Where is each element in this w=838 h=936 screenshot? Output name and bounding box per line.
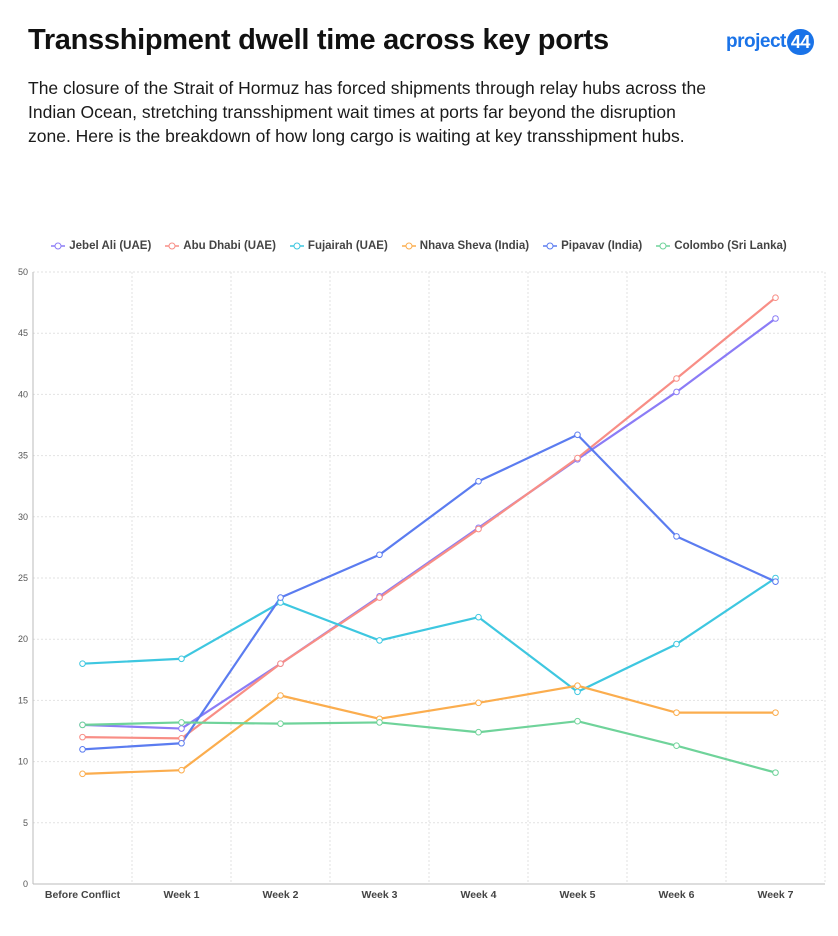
legend-label: Jebel Ali (UAE) [69, 240, 152, 252]
data-point [376, 551, 383, 559]
y-tick-label: 30 [18, 512, 28, 522]
data-point [673, 388, 680, 396]
data-point [574, 688, 581, 696]
x-tick-label: Week 2 [263, 889, 299, 901]
x-tick-label: Week 4 [461, 889, 497, 901]
data-point [178, 766, 185, 774]
y-tick-label: 10 [18, 757, 28, 767]
data-point [277, 692, 284, 699]
data-point [772, 315, 779, 322]
data-point [178, 725, 185, 732]
data-point [772, 578, 779, 585]
x-tick-label: Week 7 [758, 889, 794, 901]
data-point [475, 478, 482, 485]
legend-item[interactable]: Abu Dhabi (UAE) [165, 240, 276, 252]
legend-label: Abu Dhabi (UAE) [183, 240, 276, 252]
chart-legend: Jebel Ali (UAE) Abu Dhabi (UAE) Fujairah (… [0, 240, 838, 252]
data-point [79, 770, 86, 778]
legend-item[interactable]: Jebel Ali (UAE) [51, 240, 151, 252]
legend-label: Colombo (Sri Lanka) [674, 240, 787, 252]
y-tick-label: 35 [18, 451, 28, 461]
data-point [277, 594, 284, 601]
x-tick-label: Week 5 [560, 889, 596, 901]
legend-marker-icon [289, 242, 304, 250]
data-point [475, 728, 482, 736]
y-tick-label: 20 [18, 634, 28, 644]
legend-label: Nhava Sheva (India) [419, 240, 530, 252]
series-line-4 [82, 433, 776, 751]
data-point [79, 746, 86, 753]
chart-title: Transshipment dwell time across key port… [28, 24, 609, 56]
data-point [79, 733, 86, 741]
data-point [574, 431, 581, 439]
x-tick-label: Week 3 [362, 889, 398, 901]
legend-label: Fujairah (UAE) [307, 240, 388, 252]
series-line-1 [82, 296, 777, 740]
data-point [79, 660, 86, 667]
data-point [178, 739, 185, 747]
legend-marker-icon [656, 242, 671, 250]
legend-marker-icon [543, 242, 558, 250]
logo-text: project [726, 31, 786, 52]
data-point [475, 525, 482, 533]
y-tick-label: 25 [18, 573, 28, 583]
data-point [178, 719, 185, 726]
y-tick-label: 0 [23, 879, 28, 889]
data-point [277, 720, 284, 727]
legend-marker-icon [51, 242, 66, 250]
legend-marker-icon [165, 242, 180, 250]
data-point [376, 637, 383, 644]
x-tick-label: Week 6 [659, 889, 695, 901]
data-point [574, 454, 581, 462]
series-line-3 [82, 684, 776, 775]
data-point [673, 533, 680, 540]
legend-label: Pipavav (India) [561, 240, 643, 252]
y-tick-label: 45 [18, 328, 28, 338]
data-point [574, 682, 581, 690]
legend-item[interactable]: Colombo (Sri Lanka) [656, 240, 787, 252]
data-point [79, 721, 86, 729]
data-point [475, 699, 482, 707]
data-point [772, 769, 779, 776]
x-tick-label: Before Conflict [45, 889, 121, 901]
data-point [772, 709, 779, 716]
legend-item[interactable]: Pipavav (India) [543, 240, 642, 252]
series-line-2 [82, 577, 777, 693]
project44-logo: project 44 [726, 29, 814, 55]
data-point [673, 375, 680, 382]
data-point [673, 742, 680, 749]
y-tick-label: 50 [18, 267, 28, 277]
legend-marker-icon [401, 242, 416, 250]
logo-number: 44 [786, 29, 814, 55]
data-point [673, 640, 680, 648]
data-point [376, 594, 383, 601]
data-point [376, 719, 383, 726]
legend-item[interactable]: Nhava Sheva (India) [401, 240, 530, 252]
data-point [673, 709, 680, 716]
data-point [277, 660, 284, 667]
y-tick-label: 5 [23, 818, 28, 828]
data-point [178, 655, 185, 663]
data-point [772, 294, 779, 302]
data-point [574, 717, 581, 725]
x-tick-label: Week 1 [164, 889, 200, 901]
y-tick-label: 40 [18, 389, 28, 399]
data-point [475, 613, 482, 621]
series-line-5 [82, 720, 776, 774]
legend-item[interactable]: Fujairah (UAE) [289, 240, 388, 252]
y-tick-label: 15 [18, 695, 28, 705]
chart-description: The closure of the Strait of Hormuz has … [28, 78, 706, 146]
